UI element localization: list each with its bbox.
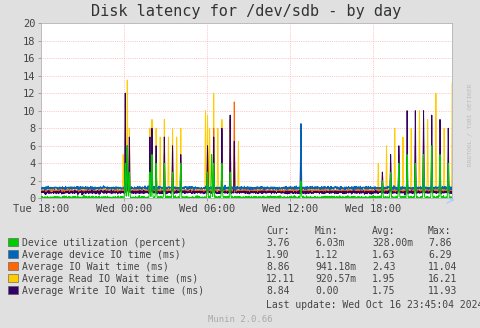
Text: Max:: Max: (427, 226, 451, 236)
Text: 920.57m: 920.57m (314, 274, 355, 284)
Text: 12.11: 12.11 (265, 274, 295, 284)
Text: 1.63: 1.63 (371, 250, 395, 260)
Text: Average Write IO Wait time (ms): Average Write IO Wait time (ms) (22, 286, 204, 296)
Text: 16.21: 16.21 (427, 274, 456, 284)
Text: 11.04: 11.04 (427, 262, 456, 272)
Text: Avg:: Avg: (371, 226, 395, 236)
Title: Disk latency for /dev/sdb - by day: Disk latency for /dev/sdb - by day (91, 4, 401, 19)
Text: 1.95: 1.95 (371, 274, 395, 284)
Text: Cur:: Cur: (265, 226, 289, 236)
Text: 1.90: 1.90 (265, 250, 289, 260)
Text: 1.75: 1.75 (371, 286, 395, 296)
Text: Average IO Wait time (ms): Average IO Wait time (ms) (22, 262, 168, 272)
Text: 328.00m: 328.00m (371, 238, 412, 248)
Text: 3.76: 3.76 (265, 238, 289, 248)
Text: Last update: Wed Oct 16 23:45:04 2024: Last update: Wed Oct 16 23:45:04 2024 (265, 300, 480, 310)
Text: RRDTOOL / TOBI OETIKER: RRDTOOL / TOBI OETIKER (467, 83, 472, 166)
Text: 941.18m: 941.18m (314, 262, 355, 272)
Text: Min:: Min: (314, 226, 338, 236)
Text: Average Read IO Wait time (ms): Average Read IO Wait time (ms) (22, 274, 198, 284)
Text: 11.93: 11.93 (427, 286, 456, 296)
Text: 8.84: 8.84 (265, 286, 289, 296)
Text: 2.43: 2.43 (371, 262, 395, 272)
Text: 6.03m: 6.03m (314, 238, 344, 248)
Text: 7.86: 7.86 (427, 238, 451, 248)
Text: Munin 2.0.66: Munin 2.0.66 (208, 315, 272, 324)
Text: 8.86: 8.86 (265, 262, 289, 272)
Text: Device utilization (percent): Device utilization (percent) (22, 238, 186, 248)
Text: 1.12: 1.12 (314, 250, 338, 260)
Text: 6.29: 6.29 (427, 250, 451, 260)
Text: 0.00: 0.00 (314, 286, 338, 296)
Text: Average device IO time (ms): Average device IO time (ms) (22, 250, 180, 260)
